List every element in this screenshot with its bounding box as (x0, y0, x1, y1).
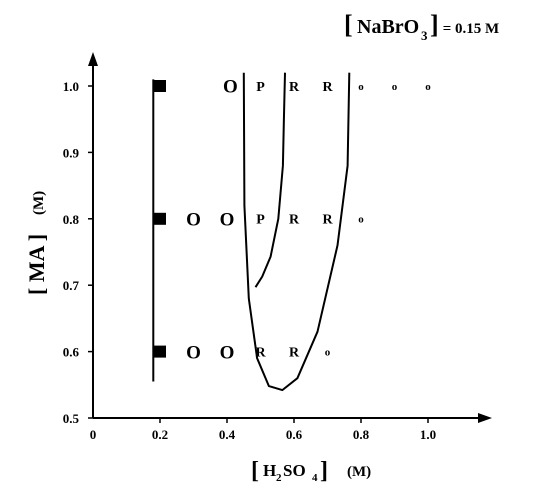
x-axis-label-h: H (263, 461, 276, 480)
point-label-O: O (186, 342, 201, 363)
square-marker (154, 345, 166, 358)
x-tick-label: 0.6 (286, 427, 303, 442)
x-tick-label: 1.0 (420, 427, 436, 442)
y-axis-arrow-icon (88, 52, 98, 66)
x-axis-label: [ H 2 SO 4 ] (M) (251, 458, 371, 484)
point-label-o: o (425, 81, 431, 93)
x-axis-label-bracket-open: [ (251, 458, 259, 484)
x-tick-label: 0.4 (219, 427, 236, 442)
title-subscript: 3 (421, 28, 428, 43)
x-axis-label-sub1: 2 (276, 472, 282, 484)
boundary-u-curve (242, 72, 351, 392)
title-bracket-open: [ (344, 10, 353, 39)
point-label-o: o (358, 81, 364, 93)
x-tick-label: 0.8 (353, 427, 370, 442)
y-tick-label: 0.8 (63, 212, 80, 227)
point-label-R: R (289, 346, 300, 361)
boundary-branch-curve (254, 72, 286, 288)
y-tick-label: 0.7 (63, 278, 80, 293)
y-tick-label: 0.5 (63, 411, 80, 426)
point-label-O: O (186, 209, 201, 230)
x-axis-label-bracket-close: ] (320, 458, 328, 484)
square-marker (154, 212, 166, 225)
title-rest: = 0.15 M (439, 21, 499, 37)
point-label-O: O (223, 77, 238, 98)
x-tick-label: 0 (90, 427, 97, 442)
point-label-o: o (325, 346, 331, 358)
point-label-R: R (255, 346, 266, 361)
y-tick-label: 1.0 (63, 79, 79, 94)
y-tick-label: 0.6 (63, 345, 80, 360)
y-tick-label: 0.9 (63, 145, 80, 160)
x-axis-label-so: SO (283, 461, 306, 480)
point-label-R: R (289, 213, 300, 228)
point-label-P: P (256, 80, 265, 95)
square-marker (154, 80, 166, 92)
y-axis-label: [ MA ] (M) (24, 191, 49, 295)
point-label-O: O (220, 209, 235, 230)
title-bracket-close: ] (430, 10, 439, 39)
chart-title: [ NaBrO 3 ] = 0.15 M (344, 10, 499, 43)
point-label-P: P (256, 213, 265, 228)
point-label-R: R (322, 80, 333, 95)
point-label-o: o (358, 214, 364, 226)
axis-ticks: 0 0.2 0.4 0.6 0.8 1.0 0.5 0.6 0.7 0.8 0.9 1.0 (63, 79, 436, 442)
point-label-o: o (392, 81, 398, 93)
x-tick-label: 0.2 (152, 427, 168, 442)
title-main: NaBrO (357, 16, 419, 38)
x-axis-label-sub2: 4 (312, 472, 318, 484)
point-label-O: O (220, 342, 235, 363)
y-axis-label-unit: (M) (31, 191, 47, 215)
phase-boundaries (152, 72, 351, 392)
point-label-R: R (322, 213, 333, 228)
point-label-R: R (289, 80, 300, 95)
x-axis-arrow-icon (478, 413, 492, 423)
x-axis-label-unit: (M) (347, 464, 371, 480)
axes (88, 52, 492, 423)
y-axis-label-text: [ MA ] (24, 234, 49, 295)
